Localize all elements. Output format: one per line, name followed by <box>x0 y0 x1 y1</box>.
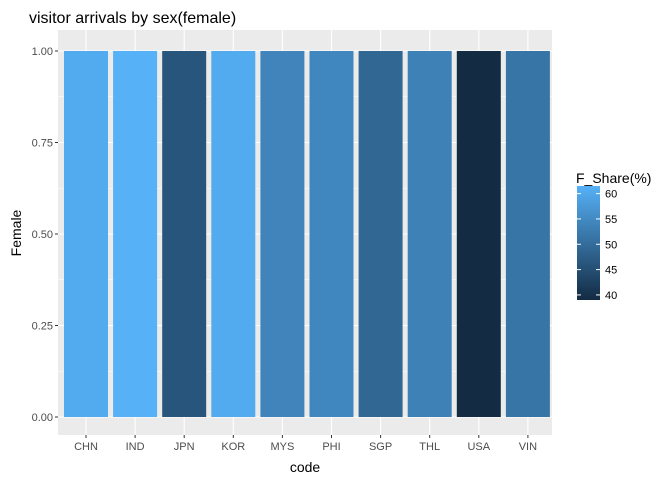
bars <box>64 51 550 417</box>
legend-title: F_Share(%) <box>576 170 651 186</box>
bar-vin <box>505 51 550 417</box>
x-tick-label: USA <box>467 441 490 453</box>
y-tick-label: 0.75 <box>32 138 53 150</box>
x-axis-ticks: CHN IND JPN KOR MYS PHI SGP THL USA VIN <box>74 435 537 453</box>
x-axis-title: code <box>290 459 321 475</box>
bar-phi <box>309 51 354 417</box>
y-axis-ticks: 0.00 0.25 0.50 0.75 1.00 <box>32 46 58 424</box>
legend-ticks: 40 45 50 55 60 <box>577 189 617 302</box>
x-tick-label: THL <box>419 441 440 453</box>
x-tick-label: VIN <box>519 441 537 453</box>
y-tick-label: 0.25 <box>32 321 53 333</box>
x-tick-label: PHI <box>322 441 340 453</box>
bar-kor <box>211 51 256 417</box>
legend-tick-label: 40 <box>605 290 617 302</box>
legend-tick-label: 55 <box>605 214 617 226</box>
y-tick-label: 0.00 <box>32 412 53 424</box>
legend: F_Share(%) 40 45 50 55 60 <box>576 170 651 302</box>
bar-mys <box>260 51 305 417</box>
bar-usa <box>456 51 501 417</box>
legend-tick-label: 45 <box>605 265 617 277</box>
x-tick-label: SGP <box>369 441 392 453</box>
legend-colorbar <box>577 186 600 300</box>
x-tick-label: IND <box>126 441 145 453</box>
bar-chn <box>64 51 108 417</box>
bar-thl <box>407 51 452 417</box>
x-tick-label: MYS <box>270 441 294 453</box>
chart-title: visitor arrivals by sex(female) <box>29 10 236 27</box>
x-tick-label: JPN <box>174 441 195 453</box>
x-tick-label: KOR <box>221 441 245 453</box>
legend-tick-label: 60 <box>605 189 617 201</box>
y-tick-label: 0.50 <box>32 229 53 241</box>
bar-jpn <box>162 51 207 417</box>
legend-tick-label: 50 <box>605 239 617 251</box>
y-tick-label: 1.00 <box>32 46 53 58</box>
bar-ind <box>113 51 158 417</box>
y-axis-title: Female <box>8 209 24 256</box>
bar-sgp <box>358 51 403 417</box>
x-tick-label: CHN <box>74 441 98 453</box>
